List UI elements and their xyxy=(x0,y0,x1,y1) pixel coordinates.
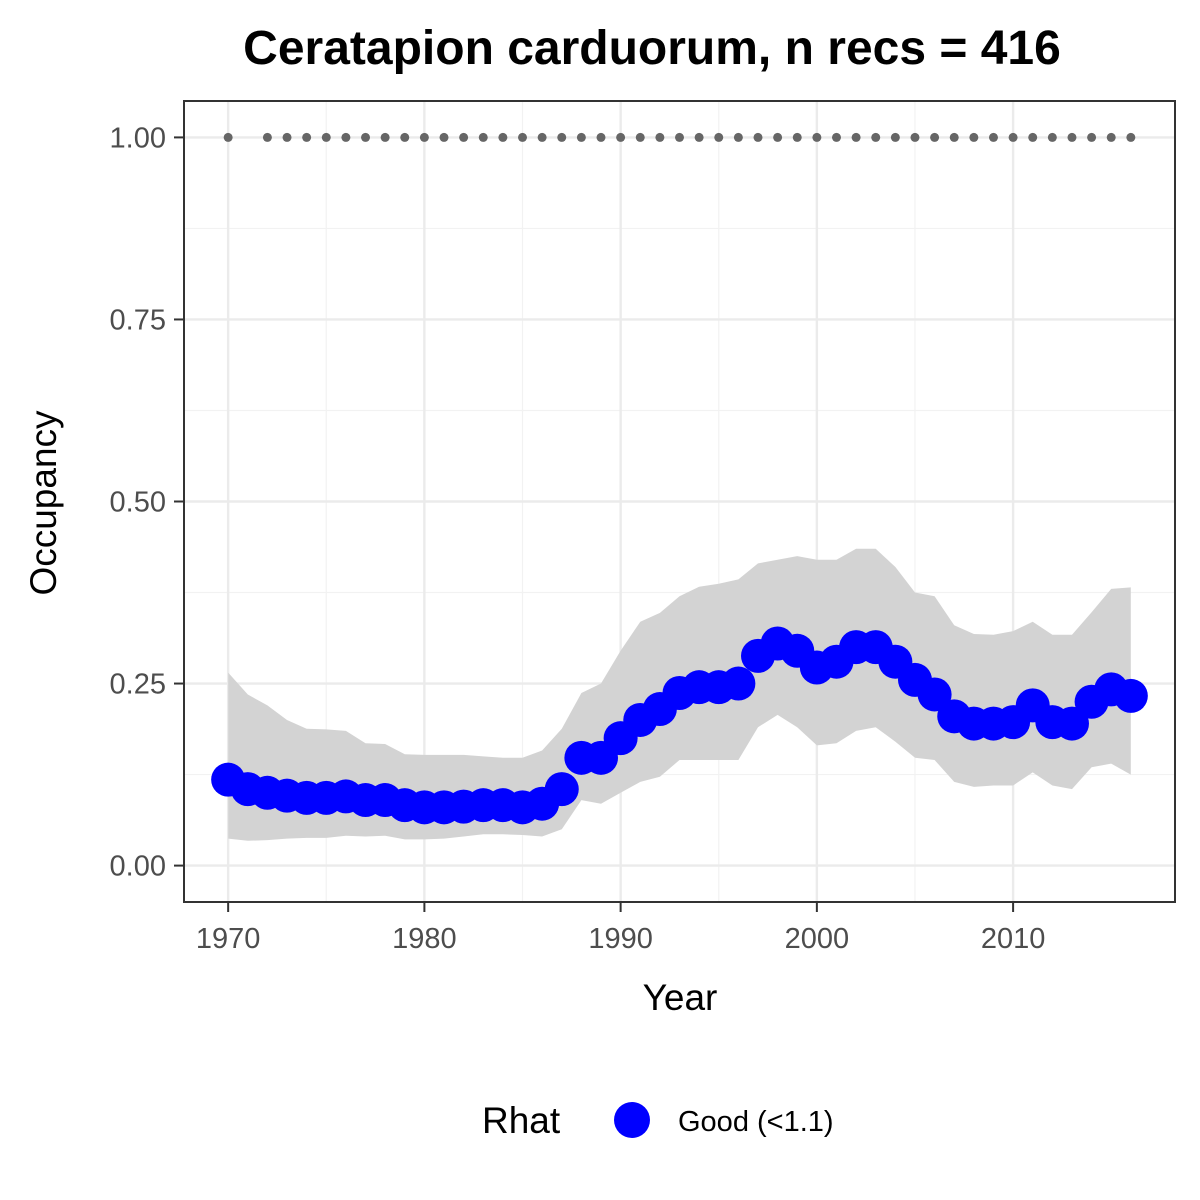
reference-dot xyxy=(321,132,331,142)
y-axis-title: Occupancy xyxy=(23,410,64,596)
legend-key-good xyxy=(614,1102,650,1138)
occupancy-point xyxy=(721,666,756,701)
x-tick-label: 1970 xyxy=(196,923,261,955)
x-tick-label: 1980 xyxy=(392,923,457,955)
reference-dot xyxy=(478,132,488,142)
reference-dots xyxy=(223,132,1136,142)
reference-dot xyxy=(223,132,233,142)
x-axis-title: Year xyxy=(643,977,718,1018)
legend: Rhat Good (<1.1) xyxy=(482,1100,834,1141)
y-tick-label: 0.00 xyxy=(110,851,166,883)
legend-label-good: Good (<1.1) xyxy=(678,1106,834,1138)
reference-dot xyxy=(1126,132,1136,142)
y-tick-label: 0.50 xyxy=(110,487,166,519)
reference-dot xyxy=(380,132,390,142)
reference-dot xyxy=(282,132,292,142)
reference-dot xyxy=(733,132,743,142)
occupancy-point xyxy=(1113,678,1148,713)
reference-dot xyxy=(419,132,429,142)
y-tick-label: 0.75 xyxy=(110,304,166,336)
reference-dot xyxy=(498,132,508,142)
reference-dot xyxy=(831,132,841,142)
reference-dot xyxy=(871,132,881,142)
y-tick-label: 1.00 xyxy=(110,122,166,154)
reference-dot xyxy=(616,132,626,142)
reference-dot xyxy=(459,132,469,142)
reference-dot xyxy=(969,132,979,142)
reference-dot xyxy=(851,132,861,142)
reference-dot xyxy=(518,132,528,142)
reference-dot xyxy=(753,132,763,142)
x-tick-label: 1990 xyxy=(588,923,653,955)
reference-dot xyxy=(557,132,567,142)
reference-dot xyxy=(1008,132,1018,142)
occupancy-point xyxy=(544,772,579,807)
reference-dot xyxy=(988,132,998,142)
series-points xyxy=(211,626,1148,825)
reference-dot xyxy=(773,132,783,142)
reference-dot xyxy=(1067,132,1077,142)
reference-dot xyxy=(262,132,272,142)
reference-dot xyxy=(400,132,410,142)
reference-dot xyxy=(675,132,684,142)
reference-dot xyxy=(930,132,940,142)
reference-dot xyxy=(792,132,802,142)
x-tick-label: 2010 xyxy=(981,923,1046,955)
reference-dot xyxy=(537,132,547,142)
reference-dot xyxy=(694,132,704,142)
x-tick-label: 2000 xyxy=(785,923,850,955)
chart-title: Ceratapion carduorum, n recs = 416 xyxy=(243,22,1061,75)
reference-dot xyxy=(655,132,665,142)
occupancy-point xyxy=(917,677,952,712)
reference-dot xyxy=(714,132,724,142)
reference-dot xyxy=(1047,132,1057,142)
y-tick-label: 0.25 xyxy=(110,669,166,701)
reference-dot xyxy=(1028,132,1038,142)
reference-dot xyxy=(949,132,959,142)
occupancy-point xyxy=(1054,706,1089,741)
reference-dot xyxy=(302,132,312,142)
reference-dot xyxy=(439,132,449,142)
reference-dot xyxy=(596,132,606,142)
reference-dot xyxy=(1106,132,1116,142)
x-axis: 1970 1980 1990 2000 2010 xyxy=(196,902,1045,955)
reference-dot xyxy=(635,132,645,142)
reference-dot xyxy=(341,132,351,142)
reference-dot xyxy=(576,132,586,142)
reference-dot xyxy=(910,132,920,142)
reference-dot xyxy=(361,132,371,142)
reference-dot xyxy=(890,132,900,142)
reference-dot xyxy=(812,132,822,142)
reference-dot xyxy=(1087,132,1097,142)
y-axis: 0.00 0.25 0.50 0.75 1.00 xyxy=(110,122,184,883)
legend-title: Rhat xyxy=(482,1100,561,1141)
